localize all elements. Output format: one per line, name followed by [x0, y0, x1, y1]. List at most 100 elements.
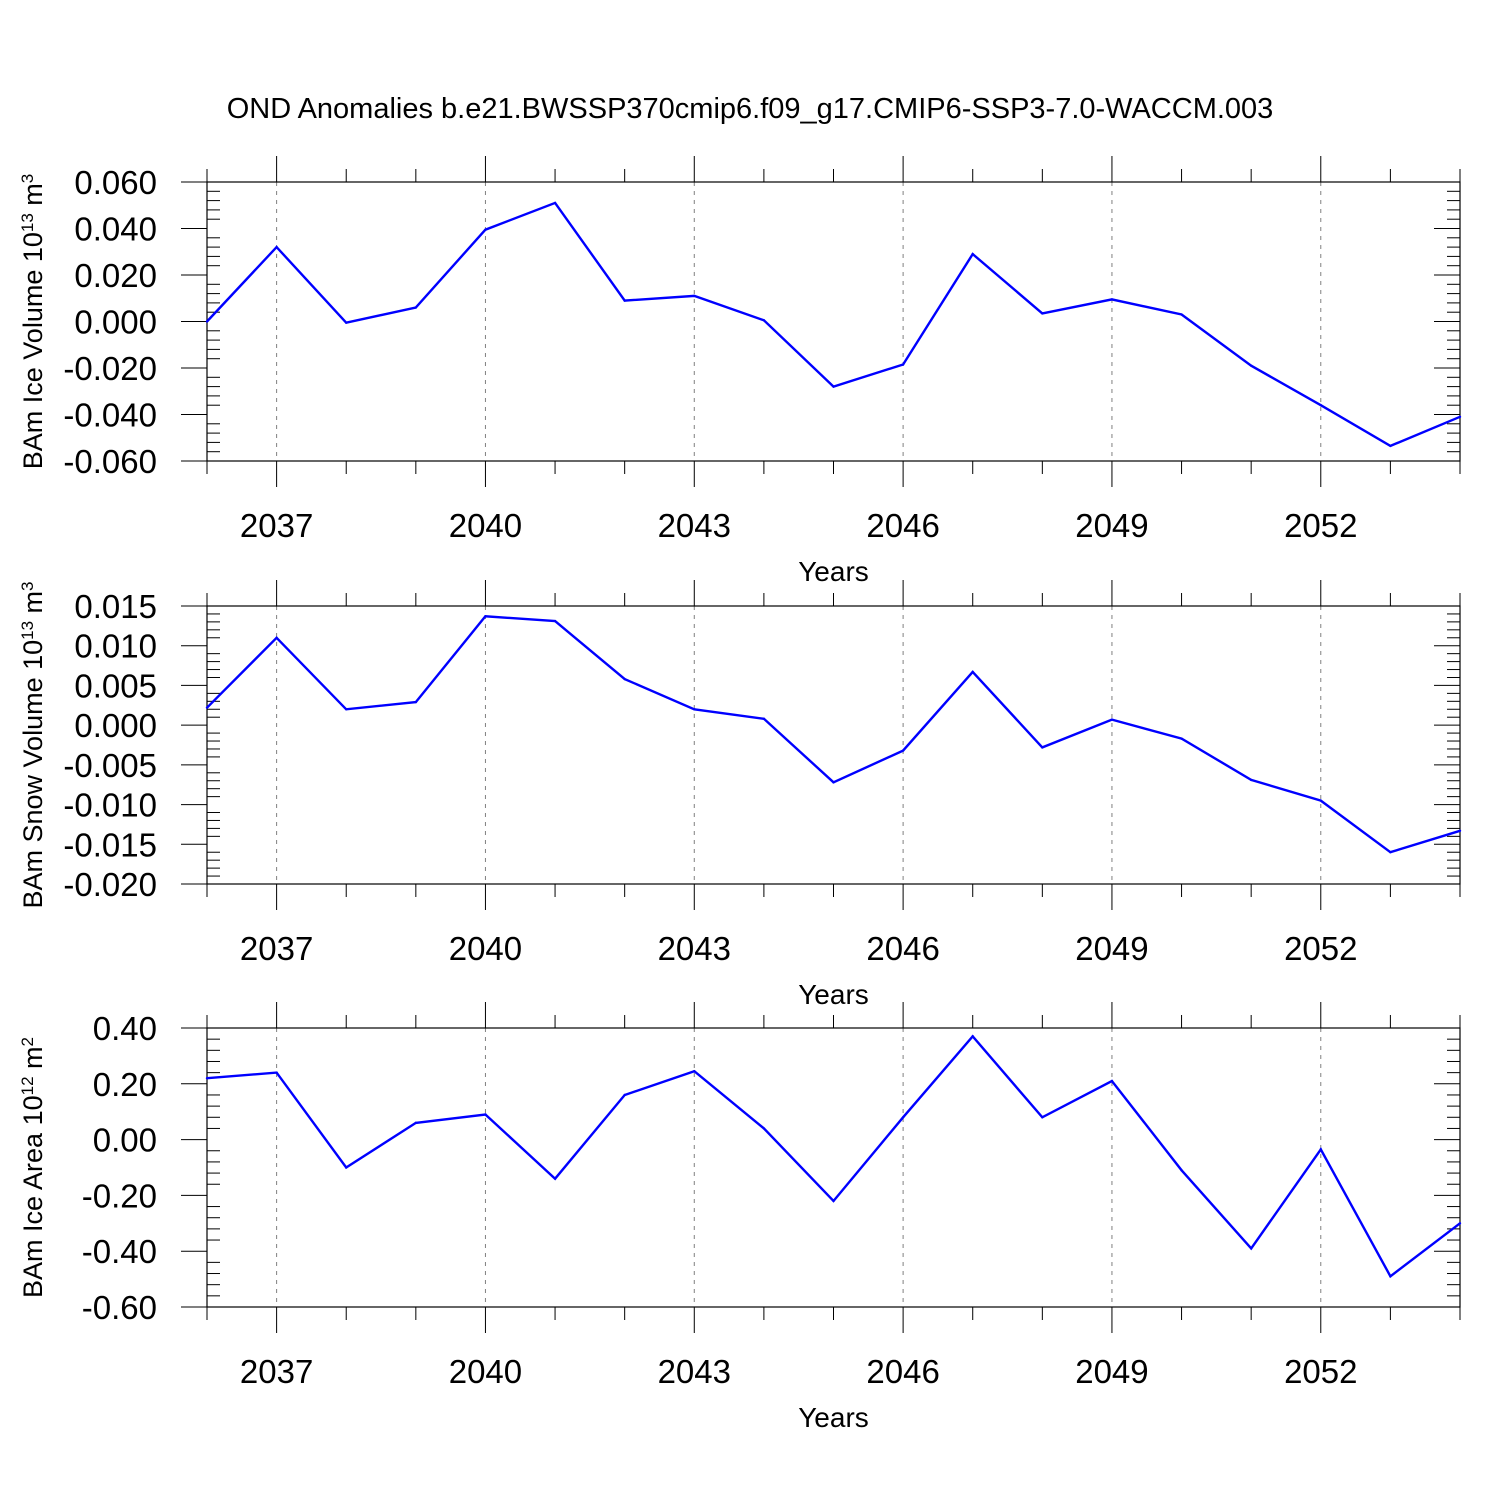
- data-point: [1249, 778, 1253, 782]
- data-point: [275, 245, 278, 249]
- y-tick-label: 0.010: [74, 628, 157, 665]
- data-point: [1458, 415, 1462, 419]
- y-axis-label-unit: m: [18, 591, 48, 621]
- data-point: [1110, 1079, 1114, 1083]
- y-tick-label: 0.060: [74, 164, 157, 201]
- x-tick-label: 2049: [1075, 930, 1148, 967]
- y-tick-label: 0.040: [74, 211, 157, 248]
- y-tick-label: 0.005: [74, 667, 157, 704]
- data-point: [1180, 1169, 1183, 1172]
- data-point: [971, 1035, 974, 1038]
- x-tick-label: 2037: [240, 507, 313, 544]
- x-tick-label: 2046: [866, 507, 939, 544]
- data-point: [1389, 1275, 1392, 1278]
- data-point: [623, 1093, 626, 1097]
- data-point: [971, 252, 974, 256]
- x-tick-label: 2043: [658, 930, 731, 967]
- x-axis-label: Years: [798, 1402, 869, 1433]
- data-point: [971, 670, 974, 674]
- x-tick-label: 2040: [449, 930, 522, 967]
- y-tick-label: -0.005: [63, 747, 157, 784]
- data-point: [1319, 799, 1322, 802]
- y-axis-label-unit: m: [18, 183, 48, 213]
- data-point: [1249, 1247, 1253, 1250]
- panel-2: 0.0150.0100.0050.000-0.005-0.010-0.015-0…: [18, 580, 1462, 1010]
- data-point: [762, 319, 766, 322]
- x-tick-label: 2052: [1284, 1353, 1357, 1390]
- y-axis-label-exponent: 13: [18, 213, 37, 232]
- data-point: [484, 1113, 487, 1116]
- data-point: [901, 1116, 905, 1119]
- y-tick-label: 0.40: [93, 1010, 157, 1047]
- x-tick-label: 2049: [1075, 507, 1148, 544]
- data-point: [832, 385, 835, 388]
- data-point: [693, 708, 696, 711]
- x-tick-label: 2043: [658, 507, 731, 544]
- data-point: [901, 749, 905, 752]
- y-tick-label: -0.40: [82, 1233, 157, 1270]
- data-point: [1319, 1148, 1322, 1151]
- panel-3: 0.40 0.20 0.00 -0.20 -0.40 -0.60 2037 2040 2043 2…: [18, 1002, 1462, 1433]
- data-point: [205, 320, 209, 323]
- data-point: [345, 708, 348, 711]
- data-point: [1110, 298, 1114, 301]
- data-point: [762, 1127, 766, 1130]
- y-tick-label: 0.000: [74, 707, 157, 744]
- y-axis-label-unit-exponent: 3: [18, 581, 37, 590]
- data-point: [832, 1199, 835, 1203]
- data-point: [1180, 313, 1183, 316]
- y-tick-label: 0.000: [74, 304, 157, 341]
- data-point: [553, 619, 557, 623]
- data-point: [414, 306, 418, 309]
- data-point: [1389, 851, 1392, 854]
- x-tick-label: 2043: [658, 1353, 731, 1390]
- data-point: [762, 717, 766, 720]
- y-tick-label: -0.015: [63, 826, 157, 863]
- y-axis-label-unit: m: [18, 1046, 48, 1076]
- y-tick-label: -0.020: [63, 350, 157, 387]
- x-axis-label: Years: [798, 979, 869, 1010]
- data-point: [1041, 1116, 1044, 1119]
- panel-1: 0.060 0.040 0.020 0.000 -0.020 -0.040 -0.060 20…: [18, 156, 1462, 587]
- data-point: [1041, 312, 1044, 315]
- data-point: [1319, 404, 1322, 407]
- y-tick-label: -0.060: [63, 443, 157, 480]
- data-point: [1180, 737, 1183, 740]
- data-point: [484, 615, 487, 618]
- data-point: [1041, 746, 1044, 749]
- y-tick-label: 0.020: [74, 257, 157, 294]
- x-tick-label: 2040: [449, 1353, 522, 1390]
- x-tick-label: 2046: [866, 1353, 939, 1390]
- x-tick-label: 2052: [1284, 930, 1357, 967]
- y-axis-label: BAm Ice Volume 1013 m3: [18, 174, 49, 470]
- data-point: [205, 706, 209, 709]
- data-point: [414, 1121, 418, 1125]
- data-point: [1110, 718, 1114, 721]
- y-tick-label: -0.040: [63, 397, 157, 434]
- data-point: [901, 363, 905, 366]
- y-tick-label: -0.60: [82, 1289, 157, 1326]
- y-axis-label-exponent: 12: [18, 1076, 37, 1095]
- y-tick-label: -0.020: [63, 866, 157, 903]
- y-axis-label-text: BAm Ice Area 10: [18, 1095, 48, 1298]
- x-tick-label: 2037: [240, 930, 313, 967]
- y-tick-label: 0.015: [74, 588, 157, 625]
- y-axis-label-exponent: 13: [18, 621, 37, 640]
- data-point: [414, 700, 418, 704]
- y-axis-label-text: BAm Ice Volume 10: [18, 232, 48, 469]
- y-tick-label: 0.20: [93, 1066, 157, 1103]
- chart-title: OND Anomalies b.e21.BWSSP370cmip6.f09_g1…: [227, 93, 1274, 125]
- chart-panels: 0.060 0.040 0.020 0.000 -0.020 -0.040 -0.060 20…: [18, 156, 1462, 1433]
- data-point: [275, 636, 278, 639]
- data-point: [1249, 364, 1253, 367]
- y-axis-label-unit-exponent: 3: [18, 174, 37, 183]
- data-point: [623, 299, 626, 302]
- data-point: [345, 1166, 348, 1169]
- data-point: [553, 1177, 557, 1180]
- y-tick-label: -0.010: [63, 787, 157, 824]
- data-point: [205, 1077, 209, 1080]
- y-axis-label: BAm Ice Area 1012 m2: [18, 1037, 49, 1298]
- data-point: [693, 1070, 696, 1073]
